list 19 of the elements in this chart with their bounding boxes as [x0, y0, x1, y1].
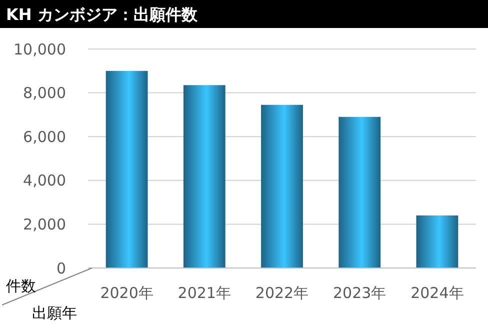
y-tick-label: 2,000 [23, 215, 66, 234]
bar [261, 104, 303, 268]
y-tick-label: 6,000 [23, 128, 66, 146]
x-tick-label: 2023年 [333, 284, 386, 302]
y-tick-label: 10,000 [14, 40, 66, 58]
y-tick-label: 4,000 [23, 172, 66, 190]
x-tick-label: 2021年 [178, 284, 231, 302]
x-tick-label: 2024年 [410, 284, 464, 302]
bar [338, 116, 381, 268]
bar [416, 215, 458, 268]
y-tick-label: 8,000 [23, 84, 66, 102]
chart-title: KH カンボジア：出願件数 [6, 5, 198, 24]
y-axis-title: 件数 [6, 277, 36, 295]
bar [183, 85, 226, 268]
y-tick-label: 0 [56, 259, 66, 278]
x-axis-title: 出願年 [32, 304, 77, 322]
bar [106, 70, 148, 268]
x-tick-label: 2022年 [255, 284, 309, 302]
x-tick-label: 2020年 [100, 284, 154, 302]
